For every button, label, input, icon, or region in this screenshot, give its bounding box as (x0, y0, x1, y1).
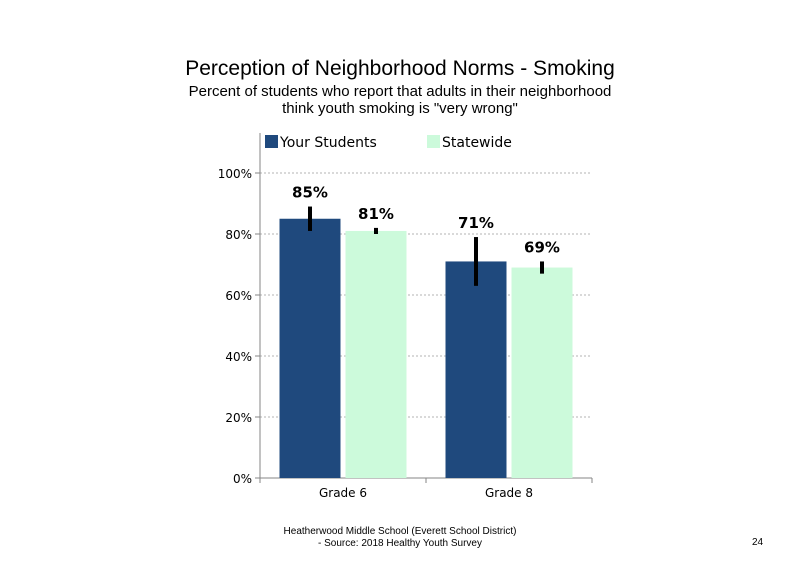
bar (345, 230, 407, 478)
data-label: 69% (524, 238, 560, 256)
subtitle-line-2: think youth smoking is "very wrong" (282, 100, 518, 117)
subtitle-line-1: Percent of students who report that adul… (188, 83, 612, 100)
chart-title: Perception of Neighborhood Norms - Smoki… (185, 57, 615, 80)
chart-subtitle: Percent of students who report that adul… (150, 83, 650, 117)
footer-school: Heatherwood Middle School (Everett Schoo… (283, 526, 517, 537)
bar (511, 267, 573, 478)
data-label: 85% (292, 184, 328, 202)
data-label: 71% (458, 214, 494, 232)
y-tick-label: 40% (225, 350, 252, 364)
y-tick-label: 20% (225, 411, 252, 425)
x-tick-label: Grade 6 (319, 486, 367, 500)
footer: Heatherwood Middle School (Everett Schoo… (200, 526, 600, 550)
bar (445, 261, 507, 478)
page-number: 24 (752, 537, 764, 548)
data-label: 81% (358, 205, 394, 223)
legend-label: Statewide (442, 135, 512, 151)
legend-swatch (265, 135, 278, 148)
bar (279, 218, 341, 478)
y-tick-label: 80% (225, 228, 252, 242)
legend-label: Your Students (279, 135, 377, 151)
x-tick-label: Grade 8 (485, 486, 533, 500)
y-tick-label: 0% (233, 472, 252, 486)
y-tick-label: 100% (218, 167, 252, 181)
y-tick-label: 60% (225, 289, 252, 303)
legend-swatch (427, 135, 440, 148)
footer-source: - Source: 2018 Healthy Youth Survey (318, 538, 482, 549)
